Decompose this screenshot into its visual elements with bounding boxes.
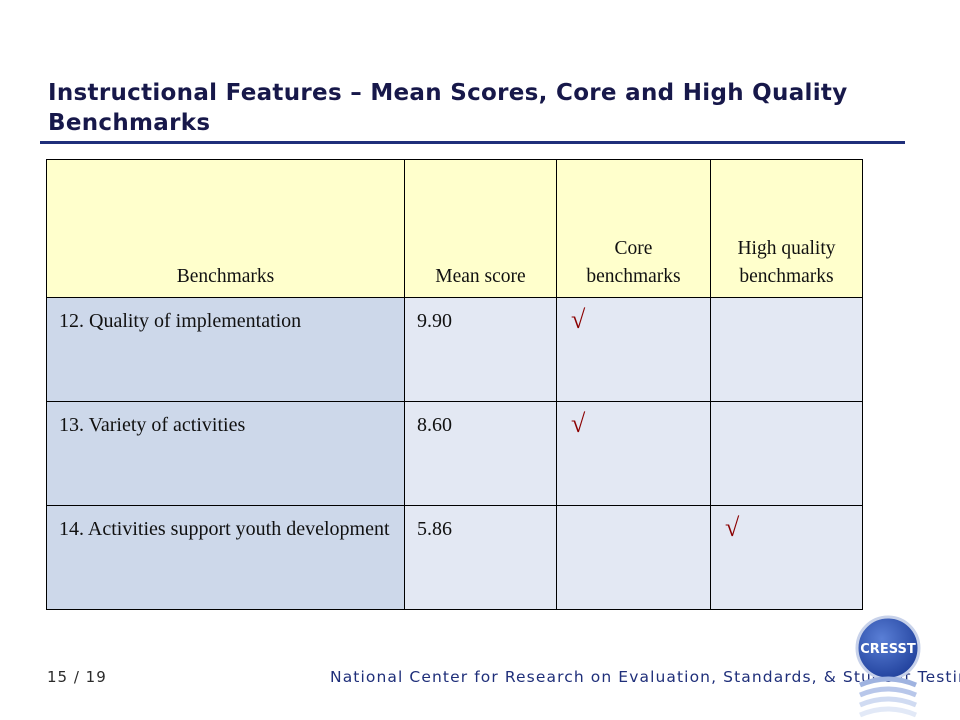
- high-quality-cell: [710, 297, 863, 402]
- cresst-logo: CRESST: [855, 615, 921, 718]
- benchmark-cell: 12. Quality of implementation: [46, 297, 405, 402]
- header-high-label: High quality benchmarks: [737, 238, 836, 287]
- page-number: 15 / 19: [47, 668, 107, 686]
- footer-organization: National Center for Research on Evaluati…: [330, 668, 960, 686]
- header-core-label: Core benchmarks: [586, 238, 681, 287]
- header-core-benchmarks: Core benchmarks: [556, 159, 711, 298]
- mean-score-cell: 8.60: [404, 401, 557, 506]
- header-mean-score: Mean score: [404, 159, 557, 298]
- check-mark-icon: √: [571, 305, 586, 334]
- header-benchmarks: Benchmarks: [46, 159, 405, 298]
- table-header-row: Benchmarks Mean score Core benchmarks Hi…: [46, 159, 863, 298]
- benchmark-cell: 13. Variety of activities: [46, 401, 405, 506]
- core-cell: [556, 505, 711, 610]
- benchmarks-table: Benchmarks Mean score Core benchmarks Hi…: [46, 159, 863, 610]
- table-row: 12. Quality of implementation 9.90 √: [46, 297, 863, 402]
- core-cell: √: [556, 297, 711, 402]
- check-mark-icon: √: [725, 513, 740, 542]
- table-row: 13. Variety of activities 8.60 √: [46, 401, 863, 506]
- logo-text: CRESST: [860, 642, 916, 657]
- header-high-quality-benchmarks: High quality benchmarks: [710, 159, 863, 298]
- title-underline: [40, 141, 905, 144]
- benchmark-cell: 14. Activities support youth development: [46, 505, 405, 610]
- high-quality-cell: √: [710, 505, 863, 610]
- core-cell: √: [556, 401, 711, 506]
- mean-score-cell: 5.86: [404, 505, 557, 610]
- high-quality-cell: [710, 401, 863, 506]
- table-row: 14. Activities support youth development…: [46, 505, 863, 610]
- slide-title: Instructional Features – Mean Scores, Co…: [48, 80, 848, 136]
- mean-score-cell: 9.90: [404, 297, 557, 402]
- check-mark-icon: √: [571, 409, 586, 438]
